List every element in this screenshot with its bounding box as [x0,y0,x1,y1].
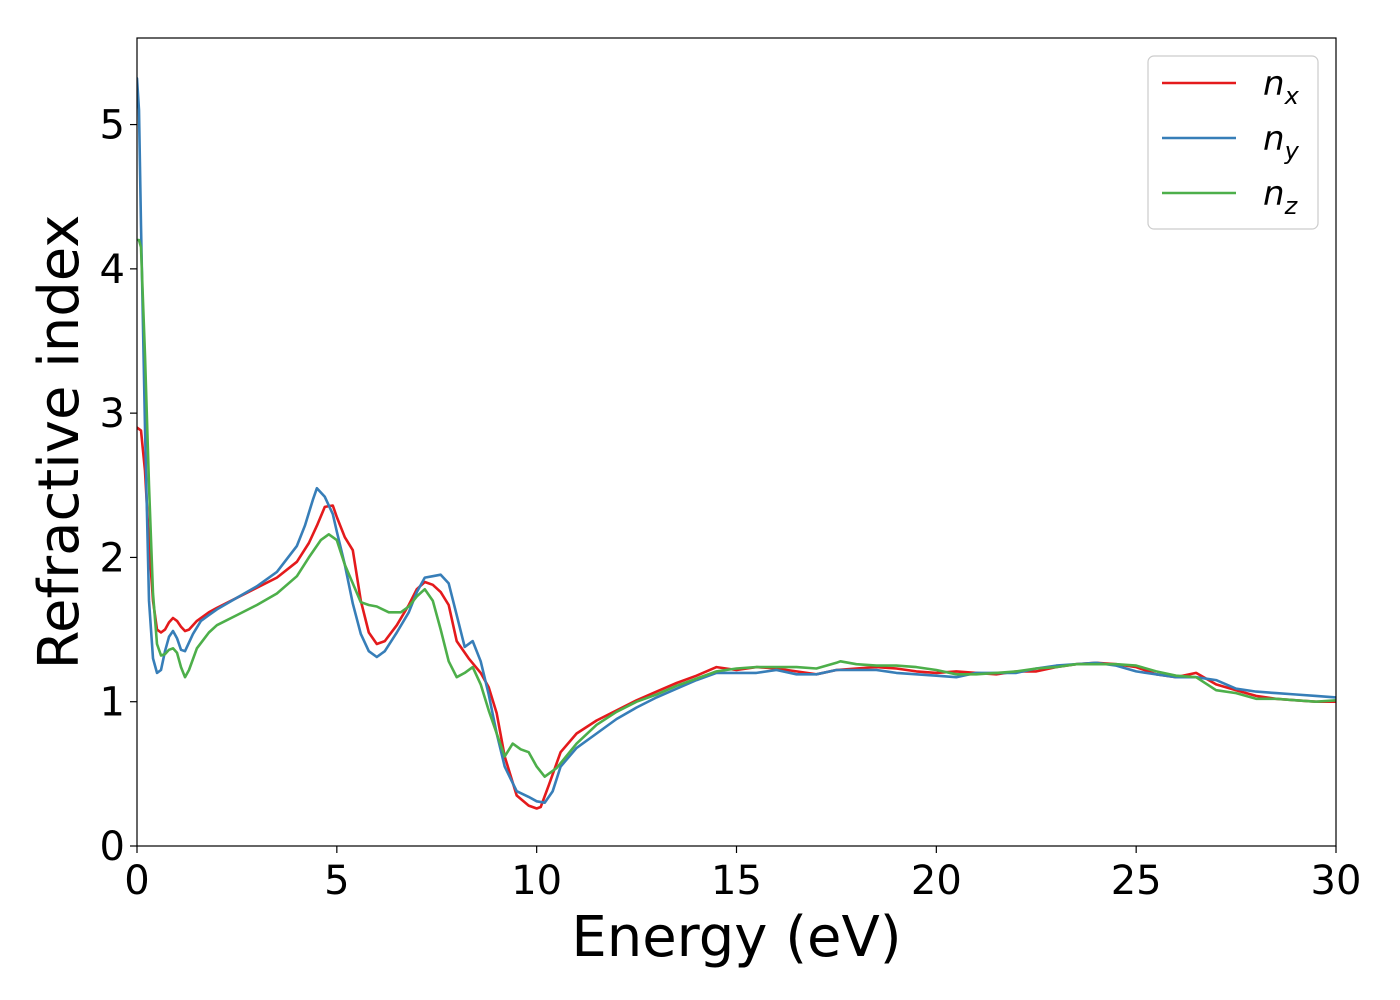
x-tick-label: 5 [324,858,349,904]
legend: nx ny nz [1147,55,1319,230]
y-tick-label: 5 [100,103,125,149]
series-layer [137,77,1336,810]
y-tick-label: 0 [100,824,125,870]
x-tick-label: 30 [1311,858,1362,904]
y-tick-label: 4 [100,247,125,293]
legend-label-y: ny [1263,119,1300,165]
x-tick-label: 25 [1111,858,1162,904]
x-tick-label: 10 [511,858,562,904]
series-line-z [137,238,1336,778]
y-tick-label: 1 [100,680,125,726]
y-tick-label: 2 [100,535,125,581]
x-tick-label: 15 [711,858,762,904]
legend-label-z: nz [1263,174,1299,220]
ticks-layer: 0 5 10 15 20 25 30 0 1 2 3 4 5 [100,103,1362,904]
y-axis-title: Refractive index [27,215,92,670]
x-tick-label: 20 [911,858,962,904]
x-tick-label: 0 [124,858,149,904]
legend-label-x: nx [1263,64,1300,110]
legend-box [1147,55,1319,230]
x-axis-title: Energy (eV) [571,905,901,970]
y-tick-label: 3 [100,391,125,437]
